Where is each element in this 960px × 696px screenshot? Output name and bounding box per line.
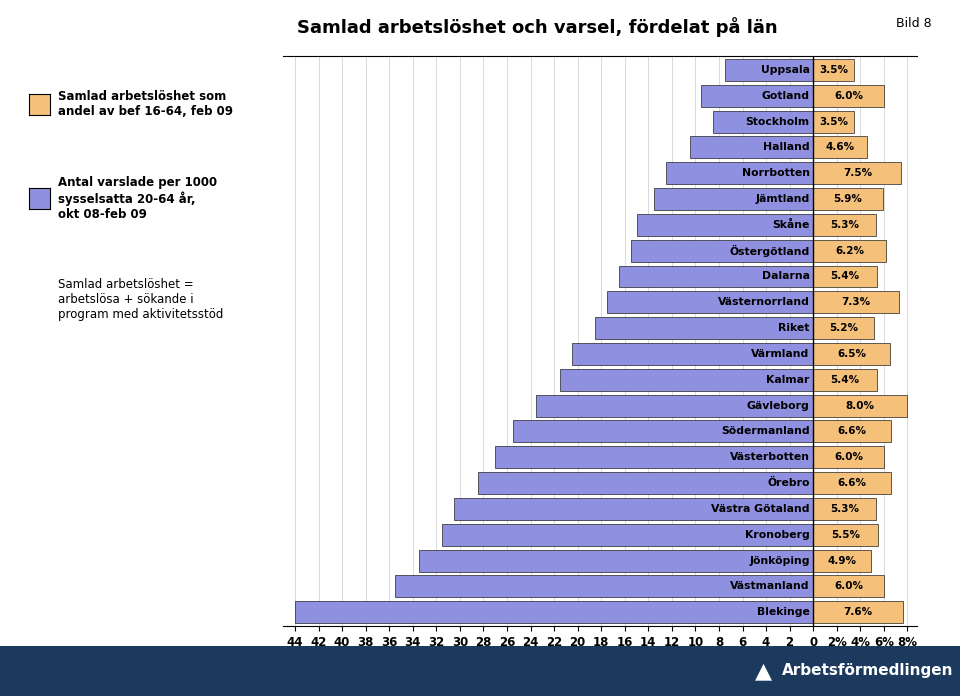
Text: Värmland: Värmland: [752, 349, 809, 359]
Bar: [702, 85, 813, 106]
Bar: [813, 369, 876, 390]
Text: Dalarna: Dalarna: [761, 271, 809, 281]
Bar: [419, 550, 813, 571]
Bar: [689, 136, 813, 158]
Bar: [813, 214, 876, 236]
Bar: [295, 601, 813, 623]
Text: Blekinge: Blekinge: [756, 607, 809, 617]
Text: Arbetsförmedlingen: Arbetsförmedlingen: [782, 663, 954, 679]
Bar: [813, 601, 902, 623]
Text: ▲: ▲: [755, 661, 772, 681]
Bar: [607, 292, 813, 313]
Text: 6.0%: 6.0%: [834, 452, 863, 462]
Text: Halland: Halland: [763, 143, 809, 152]
Text: 6.0%: 6.0%: [834, 90, 863, 101]
Text: 7.6%: 7.6%: [843, 607, 873, 617]
Text: Västerbotten: Västerbotten: [730, 452, 809, 462]
Bar: [595, 317, 813, 339]
Text: 7.5%: 7.5%: [843, 168, 872, 178]
Text: Södermanland: Södermanland: [721, 427, 809, 436]
Text: 6.6%: 6.6%: [837, 427, 867, 436]
Bar: [813, 498, 876, 520]
Bar: [631, 239, 813, 262]
Bar: [537, 395, 813, 417]
Bar: [813, 472, 891, 494]
Text: 6.2%: 6.2%: [835, 246, 864, 255]
Bar: [619, 265, 813, 287]
Bar: [813, 162, 901, 184]
Text: Kalmar: Kalmar: [766, 374, 809, 385]
Text: Gotland: Gotland: [761, 90, 809, 101]
Text: 6.0%: 6.0%: [834, 581, 863, 592]
Bar: [396, 576, 813, 597]
Bar: [813, 292, 900, 313]
Text: Stockholm: Stockholm: [746, 116, 809, 127]
Text: Bild 8: Bild 8: [896, 17, 931, 31]
Text: 5.3%: 5.3%: [829, 220, 859, 230]
Text: 3.5%: 3.5%: [819, 116, 849, 127]
Bar: [813, 576, 884, 597]
Text: Samlad arbetslöshet som
andel av bef 16-64, feb 09: Samlad arbetslöshet som andel av bef 16-…: [58, 90, 232, 118]
Text: Västra Götaland: Västra Götaland: [711, 504, 809, 514]
Bar: [813, 317, 875, 339]
Text: Västmanland: Västmanland: [731, 581, 809, 592]
Bar: [813, 550, 871, 571]
Text: Jönköping: Jönköping: [749, 555, 809, 566]
Text: Riket: Riket: [779, 323, 809, 333]
Bar: [813, 239, 886, 262]
Text: Jämtland: Jämtland: [756, 194, 809, 204]
Text: 5.4%: 5.4%: [830, 374, 859, 385]
Text: Samlad arbetslöshet och varsel, fördelat på län: Samlad arbetslöshet och varsel, fördelat…: [298, 17, 778, 38]
Bar: [813, 136, 867, 158]
Bar: [666, 162, 813, 184]
Text: 6.6%: 6.6%: [837, 478, 867, 488]
Text: 5.5%: 5.5%: [831, 530, 860, 539]
Text: 7.3%: 7.3%: [842, 297, 871, 308]
Bar: [813, 524, 878, 546]
Bar: [813, 111, 854, 132]
Text: Samlad arbetslöshet =
arbetslösa + sökande i
program med aktivitetsstöd: Samlad arbetslöshet = arbetslösa + sökan…: [58, 278, 223, 321]
Bar: [560, 369, 813, 390]
Text: Östergötland: Östergötland: [730, 244, 809, 257]
Text: 5.9%: 5.9%: [833, 194, 862, 204]
Text: 3.5%: 3.5%: [819, 65, 849, 75]
Text: 4.9%: 4.9%: [828, 555, 856, 566]
Text: Norrbotten: Norrbotten: [742, 168, 809, 178]
Bar: [495, 446, 813, 468]
Bar: [813, 85, 884, 106]
Text: Örebro: Örebro: [767, 478, 809, 488]
Text: 5.4%: 5.4%: [830, 271, 859, 281]
Bar: [813, 420, 891, 443]
Bar: [636, 214, 813, 236]
Bar: [443, 524, 813, 546]
Text: 5.2%: 5.2%: [829, 323, 858, 333]
Bar: [654, 188, 813, 210]
Bar: [813, 343, 890, 365]
Text: 4.6%: 4.6%: [826, 143, 854, 152]
Bar: [454, 498, 813, 520]
Text: Uppsala: Uppsala: [760, 65, 809, 75]
Bar: [813, 188, 882, 210]
Bar: [572, 343, 813, 365]
Bar: [813, 265, 876, 287]
Bar: [813, 395, 907, 417]
Text: Västernorrland: Västernorrland: [718, 297, 809, 308]
Text: Gävleborg: Gävleborg: [747, 401, 809, 411]
Text: 5.3%: 5.3%: [829, 504, 859, 514]
Bar: [813, 59, 854, 81]
Bar: [513, 420, 813, 443]
Bar: [713, 111, 813, 132]
Bar: [813, 446, 884, 468]
Text: 8.0%: 8.0%: [846, 401, 875, 411]
Text: 6.5%: 6.5%: [837, 349, 866, 359]
Text: Kronoberg: Kronoberg: [745, 530, 809, 539]
Text: Skåne: Skåne: [772, 220, 809, 230]
Bar: [477, 472, 813, 494]
Text: Antal varslade per 1000
sysselsatta 20-64 år,
okt 08-feb 09: Antal varslade per 1000 sysselsatta 20-6…: [58, 176, 217, 221]
Bar: [725, 59, 813, 81]
